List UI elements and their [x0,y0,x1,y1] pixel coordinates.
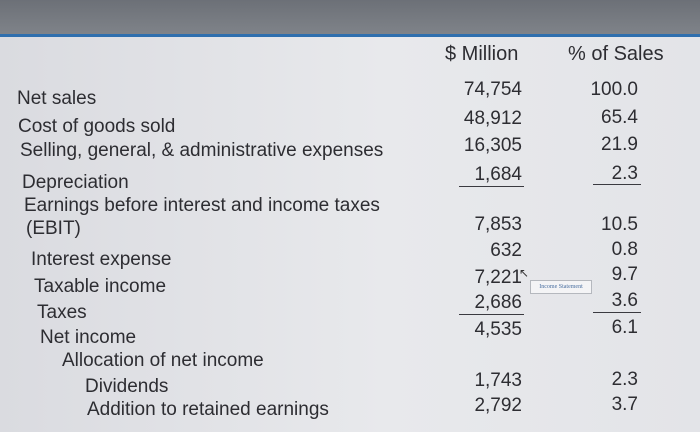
mouse-cursor-icon: ↖ [519,266,530,280]
value-million-cogs: 48,912 [463,108,522,129]
value-million-sga: 16,305 [463,135,522,156]
label-depreciation: Depreciation [22,172,129,193]
label-taxable-income: Taxable income [34,276,167,297]
label-ebit-abbrev: (EBIT) [26,218,81,239]
label-taxes: Taxes [37,302,87,323]
label-retained-earnings: Addition to retained earnings [87,399,329,420]
label-net-sales: Net sales [17,88,97,109]
value-pct-retained-earnings: 3.7 [611,394,638,415]
value-million-net-sales: 74,754 [463,79,522,100]
label-cogs: Cost of goods sold [18,116,176,137]
label-net-income: Net income [40,327,137,348]
label-allocation: Allocation of net income [62,350,264,371]
top-band [0,0,700,36]
value-million-taxable-income: 7,221 [474,267,522,288]
value-million-dividends: 1,743 [474,370,522,391]
total-rule-million [459,314,524,315]
value-pct-cogs: 65.4 [601,107,638,128]
value-million-taxes: 2,686 [474,292,522,313]
label-ebit: Earnings before interest and income taxe… [24,195,380,216]
value-million-interest: 632 [490,240,522,261]
value-pct-depreciation: 2.3 [611,163,638,184]
value-pct-ebit: 10.5 [601,214,638,235]
value-million-net-income: 4,535 [474,319,522,340]
label-interest-expense: Interest expense [31,249,172,270]
subtotal-rule-million [459,186,524,187]
value-million-depreciation: 1,684 [474,164,522,185]
income-statement-tooltip: Income Statement [530,280,592,294]
value-million-retained-earnings: 2,792 [474,395,522,416]
header-percent-of-sales: % of Sales [568,43,664,65]
value-pct-dividends: 2.3 [611,369,638,390]
value-pct-taxable-income: 9.7 [611,264,638,285]
value-million-ebit: 7,853 [474,214,522,235]
subtotal-rule-pct [593,184,641,185]
label-dividends: Dividends [85,376,169,397]
value-pct-taxes: 3.6 [611,290,638,311]
value-pct-net-income: 6.1 [611,317,638,338]
header-million: $ Million [445,43,519,65]
value-pct-sga: 21.9 [601,134,638,155]
total-rule-pct [593,312,641,313]
value-pct-interest: 0.8 [611,239,638,260]
label-sga: Selling, general, & administrative expen… [20,140,384,161]
value-pct-net-sales: 100.0 [590,79,638,100]
income-statement-table: $ Million % of Sales Net sales Cost of g… [0,34,700,432]
